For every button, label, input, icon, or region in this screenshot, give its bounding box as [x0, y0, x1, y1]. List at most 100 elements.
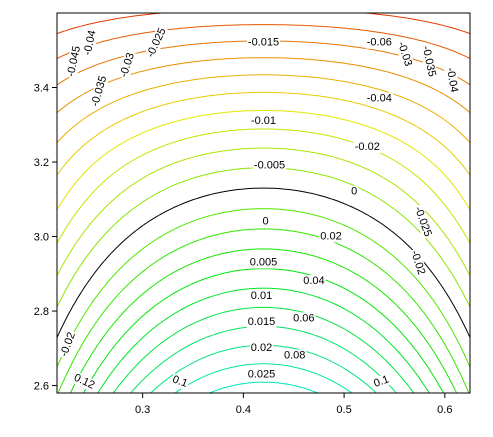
contour-line-8 [57, 109, 470, 210]
contour-label-bg [117, 50, 138, 80]
plot-frame [56, 12, 471, 394]
x-tick-label: 0.6 [437, 404, 452, 416]
contour-label-bg [292, 312, 316, 325]
contour-label: 0.025 [246, 368, 277, 381]
contour-label-bg [365, 36, 393, 49]
contour-label-bg [249, 114, 278, 127]
contour-label-bg [353, 141, 381, 154]
contour-label-bg [64, 43, 84, 79]
contour-label: 0.1 [371, 373, 392, 391]
contour-label: -0.04 [443, 65, 461, 95]
contour-label: 0.015 [246, 316, 277, 329]
contour-label-text: -0.04 [367, 93, 392, 105]
contour-label-bg [71, 371, 98, 393]
contour-label-bg [419, 43, 439, 79]
contour-label-bg [252, 159, 287, 172]
contour-label-text: -0.02 [355, 141, 380, 153]
contour-label: 0 [350, 185, 359, 198]
contour-label-text: 0.02 [320, 230, 341, 242]
contour-label-bg [394, 39, 415, 69]
contour-label-text: -0.015 [248, 37, 279, 49]
contour-line-7 [57, 91, 470, 176]
contour-label-text: 0.1 [372, 373, 390, 390]
contour-label-bg [246, 368, 277, 381]
contour-label-bg [246, 316, 277, 329]
contour-label: 0.01 [249, 290, 274, 303]
contour-label-text: -0.025 [145, 26, 169, 59]
contour-label-text: -0.02 [58, 331, 78, 359]
contour-line-6 [57, 74, 470, 144]
contour-label-bg [302, 275, 326, 288]
y-tick-label: 2.6 [34, 381, 49, 393]
contour-line-14 [57, 228, 470, 393]
contour-label-bg [144, 25, 170, 61]
contour-label: -0.035 [419, 43, 439, 79]
y-tick-label: 2.8 [34, 306, 49, 318]
contour-label: 0.02 [249, 342, 274, 355]
y-tick-label: 3.2 [34, 157, 49, 169]
contour-label: 0.02 [319, 230, 343, 243]
contour-label: 0.005 [248, 256, 279, 269]
contour-label: -0.04 [81, 28, 99, 58]
contour-label-bg [282, 349, 307, 362]
contour-label-text: 0.04 [303, 275, 324, 287]
contour-line-11 [57, 167, 470, 308]
contour-label-bg [365, 92, 393, 105]
contour-label-bg [249, 290, 274, 303]
contour-label: -0.015 [246, 36, 281, 49]
contour-label-text: -0.06 [367, 37, 392, 49]
contour-label-text: -0.035 [89, 75, 109, 108]
contour-label-bg [350, 185, 359, 198]
contour-label: -0.03 [394, 39, 415, 69]
contour-line-19 [130, 325, 397, 393]
contour-label: -0.03 [117, 50, 138, 80]
contour-label-text: 0 [262, 216, 268, 228]
contour-line-12 [57, 187, 470, 338]
contour-label-text: -0.04 [82, 29, 99, 56]
contour-line-2 [57, 13, 470, 35]
x-axis: 0.3 0.4 0.5 0.6 [135, 393, 452, 416]
contour-label-bg [319, 230, 343, 243]
contour-label-text: 0.005 [250, 257, 278, 269]
contour-label: -0.02 [57, 329, 79, 360]
contour-label: 0.12 [71, 371, 98, 393]
contour-label-text: -0.03 [395, 40, 414, 68]
contour-label: -0.02 [353, 141, 381, 154]
contour-label-text: -0.035 [420, 45, 438, 78]
contour-label: -0.06 [365, 36, 393, 49]
contour-label: -0.01 [249, 114, 278, 127]
contour-label: -0.045 [64, 43, 84, 79]
contour-label-text: 0.02 [251, 342, 272, 354]
contour-label: -0.025 [144, 25, 170, 61]
contour-label: 0.08 [282, 349, 307, 362]
contour-label-text: 0.08 [284, 350, 305, 362]
contour-line-9 [57, 128, 470, 244]
x-tick-label: 0.4 [236, 404, 251, 416]
contour-label-text: -0.005 [254, 160, 285, 172]
contour-label-text: -0.03 [118, 51, 137, 79]
contour-label-text: 0.01 [251, 290, 272, 302]
contour-label-text: -0.01 [251, 115, 276, 127]
contour-label: 0.1 [169, 373, 191, 391]
contour-line-16 [83, 268, 444, 393]
contour-label-bg [57, 329, 79, 360]
contour-label-bg [411, 203, 435, 240]
contour-label: -0.005 [252, 159, 287, 172]
contour-label-text: 0 [351, 186, 357, 198]
contour-label-text: 0.015 [248, 316, 276, 328]
y-tick-label: 3.0 [34, 232, 49, 244]
contour-lines [57, 13, 470, 393]
contour-label-bg [371, 373, 392, 391]
contour-label-bg [407, 247, 428, 278]
y-tick-label: 3.4 [34, 83, 49, 95]
contour-label-text: 0.12 [72, 372, 96, 392]
contour-label: 0.04 [302, 275, 326, 288]
y-axis: 2.6 2.8 3.0 3.2 3.4 [34, 83, 57, 393]
contour-label-bg [169, 373, 191, 391]
contour-label-bg [261, 215, 270, 228]
contour-label-text: -0.045 [65, 45, 83, 78]
contour-line-5 [57, 57, 470, 114]
contour-label-bg [246, 36, 281, 49]
x-tick-label: 0.5 [336, 404, 351, 416]
